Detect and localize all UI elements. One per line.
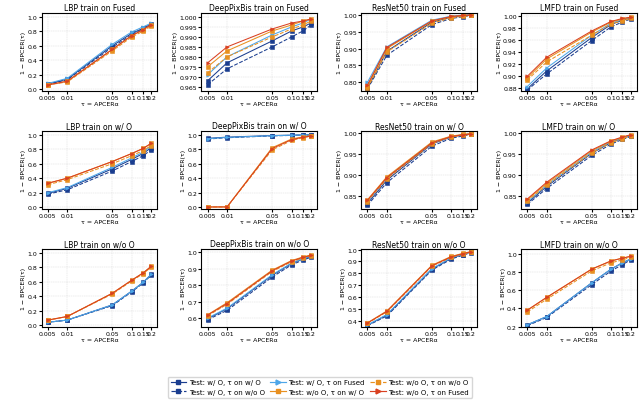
Y-axis label: 1 − BPCER(τ): 1 − BPCER(τ): [500, 267, 506, 309]
X-axis label: τ = APCERα: τ = APCERα: [241, 337, 278, 342]
X-axis label: τ = APCERα: τ = APCERα: [241, 220, 278, 225]
Legend: Test: w/ O, τ on w/ O, Test: w/ O, τ on w/o O, Test: w/ O, τ on Fused, Test: w/o: Test: w/ O, τ on w/ O, Test: w/ O, τ on …: [168, 377, 472, 397]
Y-axis label: 1 − BPCER(τ): 1 − BPCER(τ): [181, 267, 186, 309]
X-axis label: τ = APCERα: τ = APCERα: [81, 220, 118, 225]
X-axis label: τ = APCERα: τ = APCERα: [400, 102, 438, 107]
Title: DeepPixBis train on w/o O: DeepPixBis train on w/o O: [210, 240, 309, 249]
Title: DeepPixBis train on w/ O: DeepPixBis train on w/ O: [212, 122, 307, 131]
X-axis label: τ = APCERα: τ = APCERα: [560, 337, 598, 342]
Y-axis label: 1 − BPCER(τ): 1 − BPCER(τ): [340, 267, 346, 309]
Y-axis label: 1 − BPCER(τ): 1 − BPCER(τ): [181, 150, 186, 191]
Y-axis label: 1 − BPCER(τ): 1 − BPCER(τ): [337, 150, 342, 191]
Y-axis label: 1 − BPCER(τ): 1 − BPCER(τ): [173, 32, 178, 74]
Title: ResNet50 train on w/ O: ResNet50 train on w/ O: [374, 122, 463, 131]
Y-axis label: 1 − BPCER(τ): 1 − BPCER(τ): [497, 32, 502, 74]
X-axis label: τ = APCERα: τ = APCERα: [81, 337, 118, 342]
X-axis label: τ = APCERα: τ = APCERα: [560, 102, 598, 107]
Y-axis label: 1 − BPCER(τ): 1 − BPCER(τ): [21, 32, 26, 74]
X-axis label: τ = APCERα: τ = APCERα: [400, 220, 438, 225]
X-axis label: τ = APCERα: τ = APCERα: [241, 102, 278, 107]
Y-axis label: 1 − BPCER(τ): 1 − BPCER(τ): [21, 150, 26, 191]
X-axis label: τ = APCERα: τ = APCERα: [81, 102, 118, 107]
Title: ResNet50 train on w/o O: ResNet50 train on w/o O: [372, 240, 466, 249]
X-axis label: τ = APCERα: τ = APCERα: [560, 220, 598, 225]
Title: LBP train on w/o O: LBP train on w/o O: [64, 240, 135, 249]
X-axis label: τ = APCERα: τ = APCERα: [400, 337, 438, 342]
Title: LMFD train on Fused: LMFD train on Fused: [540, 4, 618, 13]
Title: ResNet50 train on Fused: ResNet50 train on Fused: [372, 4, 466, 13]
Title: LMFD train on w/o O: LMFD train on w/o O: [540, 240, 618, 249]
Y-axis label: 1 − BPCER(τ): 1 − BPCER(τ): [337, 32, 342, 74]
Title: DeepPixBis train on Fused: DeepPixBis train on Fused: [209, 4, 309, 13]
Title: LBP train on w/ O: LBP train on w/ O: [67, 122, 132, 131]
Title: LMFD train on w/ O: LMFD train on w/ O: [542, 122, 616, 131]
Y-axis label: 1 − BPCER(τ): 1 − BPCER(τ): [21, 267, 26, 309]
Title: LBP train on Fused: LBP train on Fused: [64, 4, 135, 13]
Y-axis label: 1 − BPCER(τ): 1 − BPCER(τ): [497, 150, 502, 191]
